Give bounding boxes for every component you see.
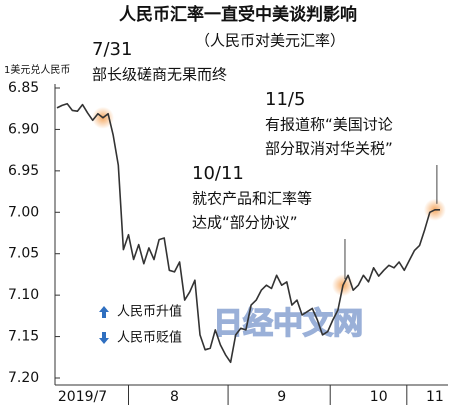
y-axis-label: 1美元兑人民币 xyxy=(4,63,70,76)
y-tick-label: 7.00 xyxy=(8,204,39,220)
legend-text: 人民币升值 xyxy=(117,304,182,320)
annotation-text: 部长级磋商无果而终 xyxy=(92,66,227,84)
y-tick-label: 6.85 xyxy=(8,80,39,96)
y-tick-label: 7.20 xyxy=(8,370,39,386)
y-tick-label: 7.05 xyxy=(8,246,39,262)
legend-text: 人民币贬值 xyxy=(117,330,182,346)
annotation-date: 11/5 xyxy=(265,89,305,110)
x-tick-label: 11 xyxy=(426,389,444,405)
annotation-date: 10/11 xyxy=(192,163,244,184)
chart-subtitle: （人民币对美元汇率） xyxy=(195,32,345,50)
chart-title: 人民币汇率一直受中美谈判影响 xyxy=(119,4,357,25)
y-tick-label: 6.90 xyxy=(8,121,39,137)
annotation-text: 达成“部分协议” xyxy=(192,214,298,232)
y-tick-label: 7.10 xyxy=(8,287,39,303)
annotation-text: 部分取消对华关税” xyxy=(265,140,393,158)
line-series xyxy=(56,102,440,364)
watermark: 日经中文网 xyxy=(213,307,363,342)
annotation-date: 7/31 xyxy=(92,39,132,60)
y-tick-label: 7.15 xyxy=(8,329,39,345)
annotation-text: 有报道称“美国讨论 xyxy=(265,116,393,134)
y-tick-label: 6.95 xyxy=(8,163,39,179)
x-tick-label: 8 xyxy=(170,389,179,405)
legend: 人民币升值 人民币贬值 xyxy=(99,304,182,346)
down-arrow xyxy=(99,332,109,344)
annotation-text: 就农产品和汇率等 xyxy=(192,190,312,208)
x-tick-label: 2019/7 xyxy=(58,389,107,405)
x-tick-label: 9 xyxy=(277,389,286,405)
up-arrow xyxy=(99,306,109,318)
x-tick-label: 10 xyxy=(370,389,388,405)
